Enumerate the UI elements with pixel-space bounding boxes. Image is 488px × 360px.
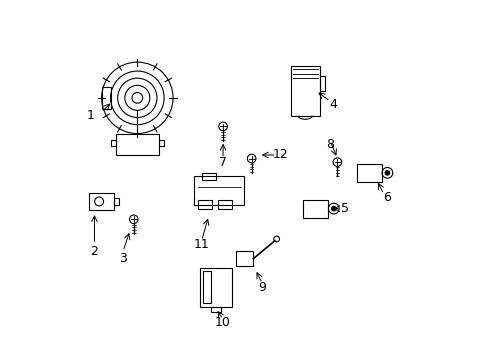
Text: 9: 9 (258, 281, 266, 294)
Circle shape (384, 170, 389, 176)
Bar (198, 200, 212, 208)
Text: 4: 4 (329, 99, 337, 112)
Bar (217, 200, 231, 208)
Bar (102, 87, 110, 109)
Circle shape (247, 154, 255, 163)
Bar (290, 66, 319, 116)
Text: 11: 11 (193, 238, 209, 251)
Bar (159, 140, 164, 147)
Text: 6: 6 (383, 192, 390, 204)
Text: 1: 1 (87, 109, 95, 122)
Text: 5: 5 (340, 202, 348, 215)
Bar (201, 173, 216, 180)
Bar (200, 267, 231, 307)
Bar (116, 134, 159, 155)
Circle shape (330, 206, 336, 211)
Text: 2: 2 (90, 245, 98, 258)
Text: 8: 8 (325, 138, 334, 151)
Circle shape (218, 122, 227, 131)
Bar (235, 251, 253, 266)
Circle shape (129, 215, 138, 224)
Bar (114, 198, 119, 205)
Bar (319, 76, 324, 91)
Text: 7: 7 (219, 156, 226, 168)
Circle shape (332, 158, 341, 166)
Bar (210, 307, 221, 312)
Bar (303, 200, 328, 217)
Bar (194, 176, 244, 205)
Bar (110, 140, 116, 147)
Text: 10: 10 (215, 316, 230, 329)
Bar (203, 271, 210, 303)
Text: 3: 3 (119, 252, 127, 265)
Bar (356, 164, 381, 182)
Bar (89, 193, 114, 210)
Text: 12: 12 (272, 148, 287, 162)
